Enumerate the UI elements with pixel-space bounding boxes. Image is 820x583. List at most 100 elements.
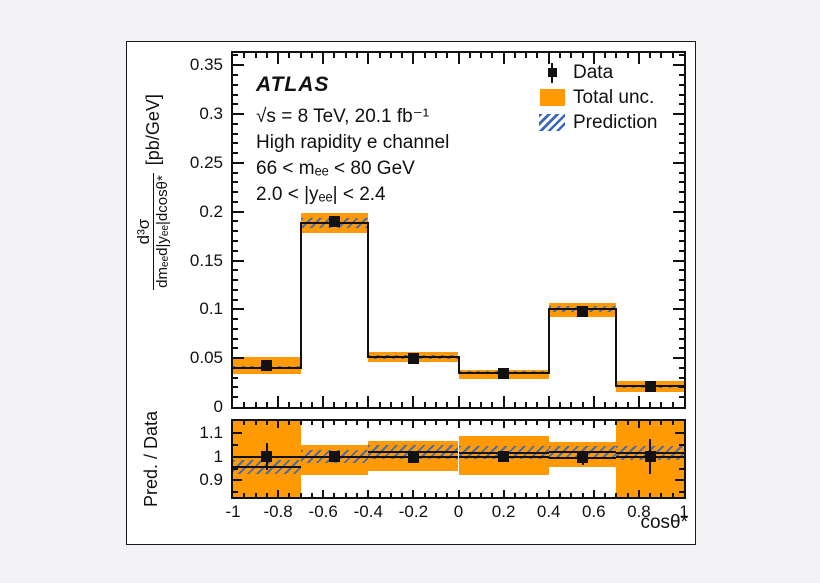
x-tick-label: 0.4: [536, 502, 561, 521]
axis-tick: [536, 421, 539, 425]
axis-tick: [468, 402, 471, 407]
axis-tick: [615, 402, 618, 407]
axis-tick: [233, 357, 244, 360]
x-tick-label: 1: [679, 502, 689, 521]
ratio-data-point: [407, 451, 419, 463]
axis-tick: [615, 53, 618, 58]
axis-tick: [233, 122, 238, 125]
axis-tick: [679, 142, 684, 145]
axis-tick: [233, 113, 244, 116]
axis-tick: [233, 230, 238, 233]
axis-tick: [233, 318, 238, 321]
axis-tick: [412, 421, 415, 428]
energy-luminosity-label: √s = 8 TeV, 20.1 fb⁻¹: [256, 106, 430, 127]
axis-tick: [525, 421, 528, 425]
axis-tick: [356, 421, 359, 425]
x-tick-label: 0.8: [627, 502, 651, 521]
axis-tick: [288, 402, 291, 407]
axis-tick: [233, 279, 238, 282]
axis-tick: [446, 402, 449, 407]
x-tick-label: 0.2: [491, 502, 516, 521]
axis-tick: [277, 53, 280, 64]
ratio-y-tick-label: 1: [213, 446, 223, 466]
axis-tick: [333, 493, 336, 497]
axis-tick: [673, 113, 684, 116]
axis-tick: [310, 53, 313, 58]
axis-tick: [679, 54, 684, 57]
axis-tick: [233, 366, 238, 369]
x-tick-label: -0.4: [353, 502, 383, 521]
axis-tick: [277, 490, 280, 497]
axis-tick: [233, 54, 238, 57]
axis-tick: [299, 53, 302, 58]
x-tick-label: -0.8: [263, 502, 293, 521]
axis-tick: [615, 493, 618, 497]
data-point: [644, 380, 656, 392]
axis-tick: [389, 421, 392, 425]
axis-tick: [310, 493, 313, 497]
ratio-data-point: [261, 451, 273, 463]
axis-tick: [389, 53, 392, 58]
axis-tick: [502, 396, 505, 407]
axis-tick: [679, 279, 684, 282]
axis-tick: [581, 493, 584, 497]
axis-tick: [679, 93, 684, 96]
ratio-y-axis-title: Pred. / Data: [141, 410, 161, 508]
axis-tick: [480, 53, 483, 58]
ratio-data-point: [328, 451, 340, 463]
axis-tick: [604, 493, 607, 497]
axis-tick: [233, 191, 238, 194]
axis-tick: [233, 431, 242, 434]
axis-tick: [679, 337, 684, 340]
data-point: [498, 368, 510, 380]
axis-tick: [423, 53, 426, 58]
axis-tick: [367, 421, 370, 428]
main-plot-panel: [231, 51, 686, 409]
axis-tick: [233, 467, 238, 470]
axis-tick: [233, 142, 238, 145]
axis-tick: [671, 493, 674, 497]
axis-tick: [592, 53, 595, 64]
axis-tick: [233, 103, 238, 106]
axis-tick: [356, 402, 359, 407]
main-y-tick-label: 0.15: [189, 250, 223, 270]
axis-tick: [233, 376, 238, 379]
axis-tick: [457, 421, 460, 428]
axis-tick: [233, 396, 238, 399]
axis-tick: [604, 421, 607, 425]
axis-tick: [265, 402, 268, 407]
axis-tick: [491, 493, 494, 497]
axis-tick: [457, 490, 460, 497]
total-unc-swatch-icon: [535, 86, 569, 110]
axis-tick: [322, 396, 325, 407]
axis-tick: [233, 269, 238, 272]
axis-tick: [233, 386, 238, 389]
axis-tick: [233, 200, 238, 203]
axis-tick: [513, 53, 516, 58]
axis-tick: [299, 402, 302, 407]
axis-tick: [468, 493, 471, 497]
axis-tick: [679, 122, 684, 125]
main-y-tick-label: 0.2: [199, 201, 223, 221]
main-y-tick-label: 0.25: [189, 152, 223, 172]
axis-tick: [570, 402, 573, 407]
axis-tick: [679, 152, 684, 155]
axis-tick: [412, 53, 415, 64]
ratio-data-point: [498, 451, 510, 463]
axis-tick: [322, 421, 325, 428]
axis-tick: [649, 53, 652, 58]
axis-tick: [558, 402, 561, 407]
axis-tick: [671, 421, 674, 425]
axis-tick: [299, 493, 302, 497]
axis-tick: [356, 493, 359, 497]
axis-tick: [581, 53, 584, 58]
axis-tick: [344, 402, 347, 407]
axis-tick: [626, 421, 629, 425]
axis-tick: [558, 421, 561, 425]
axis-tick: [423, 493, 426, 497]
axis-tick: [513, 402, 516, 407]
data-point: [577, 305, 589, 317]
axis-tick: [233, 181, 238, 184]
axis-tick: [649, 421, 652, 425]
axis-tick: [468, 421, 471, 425]
